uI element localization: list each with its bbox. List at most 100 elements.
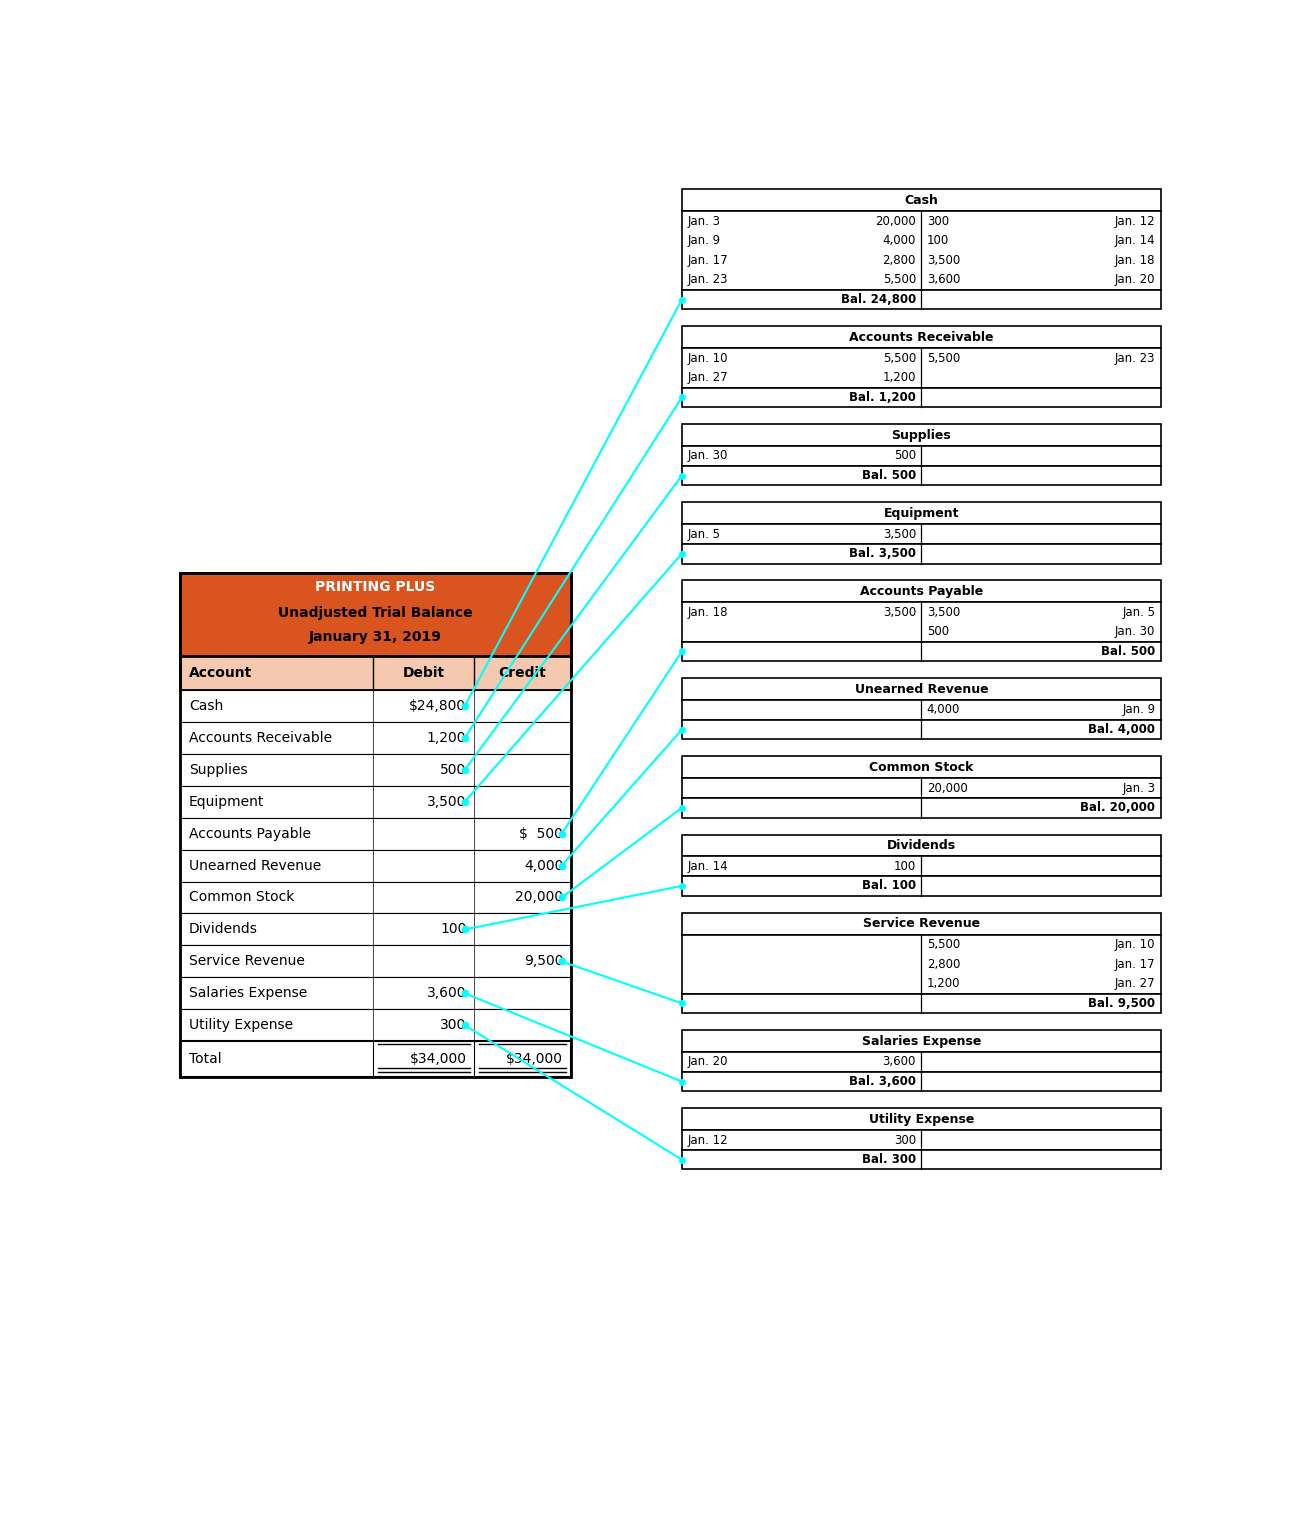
Text: Bal. 3,500: Bal. 3,500	[850, 548, 916, 560]
Bar	[180, 914, 571, 946]
Text: $34,000: $34,000	[506, 1051, 563, 1067]
Text: Bal. 100: Bal. 100	[861, 879, 916, 893]
Text: Jan. 27: Jan. 27	[687, 371, 729, 385]
Bar	[682, 1108, 1160, 1131]
Bar	[682, 757, 1160, 778]
Bar	[682, 525, 1160, 543]
Bar	[180, 572, 571, 1077]
Bar	[180, 722, 571, 754]
Text: Bal. 20,000: Bal. 20,000	[1080, 801, 1155, 815]
Text: 2,800: 2,800	[926, 958, 960, 971]
Bar	[180, 572, 571, 656]
Text: Salaries Expense: Salaries Expense	[861, 1035, 981, 1047]
Bar	[180, 690, 571, 722]
Text: Jan. 14: Jan. 14	[687, 859, 729, 873]
Text: 4,000: 4,000	[926, 703, 960, 717]
Bar	[180, 786, 571, 818]
Text: Salaries Expense: Salaries Expense	[189, 986, 307, 1001]
Text: 4,000: 4,000	[524, 859, 563, 873]
Text: $24,800: $24,800	[410, 699, 467, 713]
Bar	[682, 1071, 1160, 1091]
Bar	[682, 913, 1160, 934]
Text: 3,500: 3,500	[926, 253, 960, 267]
Text: Accounts Payable: Accounts Payable	[860, 584, 984, 598]
Text: 1,200: 1,200	[427, 731, 467, 745]
Text: 1,200: 1,200	[882, 371, 916, 385]
Text: Accounts Receivable: Accounts Receivable	[189, 731, 332, 745]
Bar	[682, 348, 1160, 388]
Text: Jan. 17: Jan. 17	[1115, 958, 1155, 971]
Text: 100: 100	[926, 233, 948, 247]
Text: Jan. 30: Jan. 30	[1115, 626, 1155, 638]
Text: 20,000: 20,000	[515, 891, 563, 905]
Bar	[682, 211, 1160, 290]
Text: Credit: Credit	[498, 665, 546, 681]
Bar	[682, 189, 1160, 211]
Bar	[180, 946, 571, 977]
Text: 3,500: 3,500	[882, 528, 916, 540]
Text: 4,000: 4,000	[882, 233, 916, 247]
Text: Jan. 14: Jan. 14	[1115, 233, 1155, 247]
Text: Common Stock: Common Stock	[189, 891, 294, 905]
Bar	[682, 502, 1160, 525]
Bar	[682, 934, 1160, 993]
Bar	[180, 850, 571, 882]
Text: Jan. 18: Jan. 18	[1115, 253, 1155, 267]
Text: Bal. 1,200: Bal. 1,200	[850, 391, 916, 404]
Text: Jan. 12: Jan. 12	[687, 1134, 729, 1146]
Text: Jan. 9: Jan. 9	[1123, 703, 1155, 717]
Text: Jan. 17: Jan. 17	[687, 253, 729, 267]
Bar	[682, 778, 1160, 798]
Bar	[682, 678, 1160, 700]
Text: Total: Total	[189, 1051, 221, 1067]
Text: Cash: Cash	[904, 194, 938, 206]
Bar	[682, 290, 1160, 310]
Text: Jan. 5: Jan. 5	[1123, 606, 1155, 618]
Bar	[682, 603, 1160, 641]
Bar	[180, 977, 571, 1009]
Text: 1,200: 1,200	[926, 977, 960, 990]
Text: 5,500: 5,500	[882, 273, 916, 287]
Text: PRINTING PLUS: PRINTING PLUS	[315, 580, 436, 594]
Text: Bal. 24,800: Bal. 24,800	[840, 293, 916, 307]
Text: Accounts Receivable: Accounts Receivable	[850, 331, 994, 343]
Bar	[682, 993, 1160, 1013]
Text: Jan. 3: Jan. 3	[687, 215, 721, 227]
Text: 20,000: 20,000	[876, 215, 916, 227]
Text: Jan. 23: Jan. 23	[1115, 351, 1155, 365]
Text: $34,000: $34,000	[410, 1051, 467, 1067]
Bar	[682, 720, 1160, 740]
Bar	[682, 327, 1160, 348]
Bar	[682, 1051, 1160, 1071]
Text: Service Revenue: Service Revenue	[189, 954, 304, 969]
Bar	[682, 700, 1160, 720]
Text: Jan. 18: Jan. 18	[687, 606, 727, 618]
Text: 500: 500	[894, 449, 916, 462]
Text: 3,600: 3,600	[427, 986, 467, 1001]
Text: 9,500: 9,500	[524, 954, 563, 969]
Text: 500: 500	[926, 626, 948, 638]
Text: 100: 100	[440, 922, 467, 937]
Bar	[180, 818, 571, 850]
Bar	[682, 1131, 1160, 1151]
Text: Debit: Debit	[403, 665, 445, 681]
Text: Jan. 30: Jan. 30	[687, 449, 727, 462]
Text: 3,500: 3,500	[427, 795, 467, 809]
Text: Cash: Cash	[189, 699, 224, 713]
Text: Equipment: Equipment	[883, 507, 959, 520]
Text: Dividends: Dividends	[887, 839, 956, 852]
Text: Unearned Revenue: Unearned Revenue	[189, 859, 321, 873]
Bar	[682, 835, 1160, 856]
Bar	[682, 388, 1160, 407]
Text: Utility Expense: Utility Expense	[869, 1112, 974, 1126]
Text: Account: Account	[189, 665, 252, 681]
Text: Service Revenue: Service Revenue	[863, 917, 980, 931]
Text: Jan. 23: Jan. 23	[687, 273, 727, 287]
Text: Bal. 500: Bal. 500	[861, 468, 916, 482]
Bar	[682, 1030, 1160, 1051]
Text: Utility Expense: Utility Expense	[189, 1018, 293, 1032]
Text: Equipment: Equipment	[189, 795, 264, 809]
Text: Bal. 500: Bal. 500	[1101, 645, 1155, 658]
Text: 3,600: 3,600	[926, 273, 960, 287]
Text: Jan. 3: Jan. 3	[1123, 781, 1155, 795]
